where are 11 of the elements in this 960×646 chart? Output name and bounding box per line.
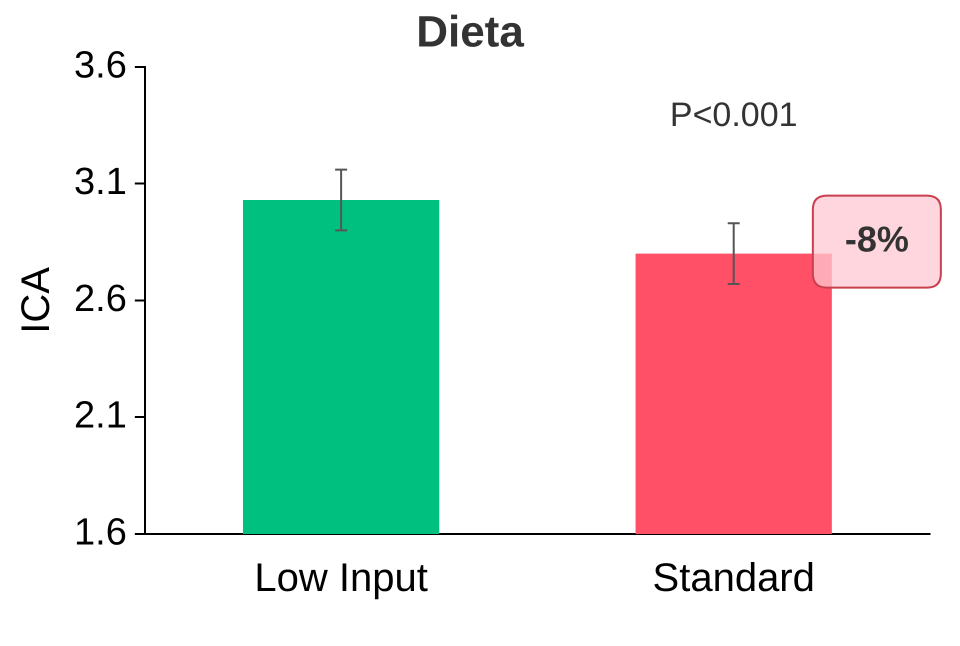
y-tick-label: 2.1 [74, 394, 127, 437]
y-tick-label: 1.6 [74, 511, 127, 554]
chart-title: Dieta [416, 8, 524, 57]
x-tick-label: Standard [652, 556, 815, 600]
y-tick-label: 3.6 [74, 44, 127, 86]
y-axis-title: ICA [14, 266, 58, 334]
y-tick-label: 2.6 [74, 278, 127, 320]
annotation: -8% [844, 218, 909, 260]
x-tick-label: Low Input [254, 556, 428, 600]
annotation: P<0.001 [670, 96, 798, 134]
y-tick-label: 3.1 [74, 161, 127, 204]
